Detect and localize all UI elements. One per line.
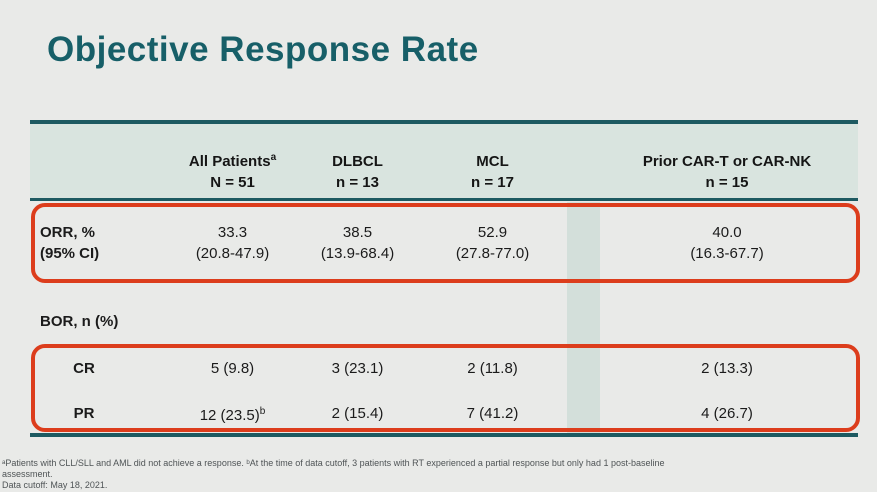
- pr-value-all-patients: 12 (23.5)b: [199, 405, 266, 424]
- column-header-n: n = 13: [336, 174, 379, 191]
- cr-value-dlbcl: 3 (23.1): [331, 359, 384, 377]
- superscript-a: a: [270, 152, 277, 163]
- row-label-cr: CR: [73, 359, 95, 377]
- row-label-orr: ORR, % (95% CI): [40, 224, 100, 262]
- table-bottom-border: [30, 433, 858, 437]
- table-row-cr: CR 5 (9.8) 3 (23.1) 2 (11.8) 2 (13.3): [30, 353, 858, 383]
- cr-value-prior-cart: 2 (13.3): [701, 359, 753, 377]
- table-row-bor: BOR, n (%): [30, 308, 858, 334]
- column-header-all-patients: All Patientsa N = 51: [160, 147, 305, 193]
- footnote-line-2: assessment.: [2, 469, 53, 479]
- column-header-label: Prior CAR-T or CAR-NK: [642, 153, 812, 170]
- orr-value-all-patients: 33.3 (20.8-47.9): [195, 224, 270, 262]
- column-header-label: DLBCL: [332, 153, 383, 170]
- column-header-n: N = 51: [210, 174, 255, 191]
- pr-value-prior-cart: 4 (26.7): [701, 404, 753, 422]
- table-header-row: All Patientsa N = 51 DLBCL n = 13 MCL n …: [30, 124, 858, 198]
- superscript-b: b: [259, 405, 266, 417]
- column-header-prior-cart: Prior CAR-T or CAR-NK n = 15: [575, 151, 858, 193]
- column-header-n: n = 15: [705, 174, 749, 191]
- orr-value-dlbcl: 38.5 (13.9-68.4): [320, 224, 395, 262]
- row-label-bor: BOR, n (%): [40, 312, 119, 330]
- orr-value-mcl: 52.9 (27.8-77.0): [455, 224, 530, 262]
- footnote-line-1: ᵃPatients with CLL/SLL and AML did not a…: [2, 458, 665, 468]
- column-header-n: n = 17: [471, 174, 514, 191]
- page-title: Objective Response Rate: [47, 30, 479, 69]
- table-header-bottom-border: [30, 198, 858, 201]
- response-rate-table: All Patientsa N = 51 DLBCL n = 13 MCL n …: [30, 120, 860, 441]
- pr-value-mcl: 7 (41.2): [466, 404, 519, 422]
- cr-value-all-patients: 5 (9.8): [210, 359, 255, 377]
- row-label-pr: PR: [73, 404, 95, 422]
- orr-value-prior-cart: 40.0 (16.3-67.7): [690, 224, 764, 262]
- footnotes: ᵃPatients with CLL/SLL and AML did not a…: [2, 458, 664, 491]
- column-header-dlbcl: DLBCL n = 13: [305, 151, 410, 193]
- table-row-pr: PR 12 (23.5)b 2 (15.4) 7 (41.2) 4 (26.7): [30, 398, 858, 428]
- column-highlight-band: [567, 202, 600, 433]
- cr-value-mcl: 2 (11.8): [467, 359, 518, 377]
- table-top-border: [30, 120, 858, 124]
- orr-highlight-box: [31, 203, 860, 283]
- column-header-label: All Patientsa: [188, 152, 277, 170]
- table-row-orr: ORR, % (95% CI) 33.3 (20.8-47.9) 38.5 (1…: [30, 203, 858, 283]
- bor-highlight-box: [31, 344, 860, 432]
- column-header-label: MCL: [476, 153, 509, 170]
- column-header-mcl: MCL n = 17: [410, 151, 575, 193]
- footnote-line-3: Data cutoff: May 18, 2021.: [2, 480, 108, 490]
- pr-value-dlbcl: 2 (15.4): [331, 404, 384, 422]
